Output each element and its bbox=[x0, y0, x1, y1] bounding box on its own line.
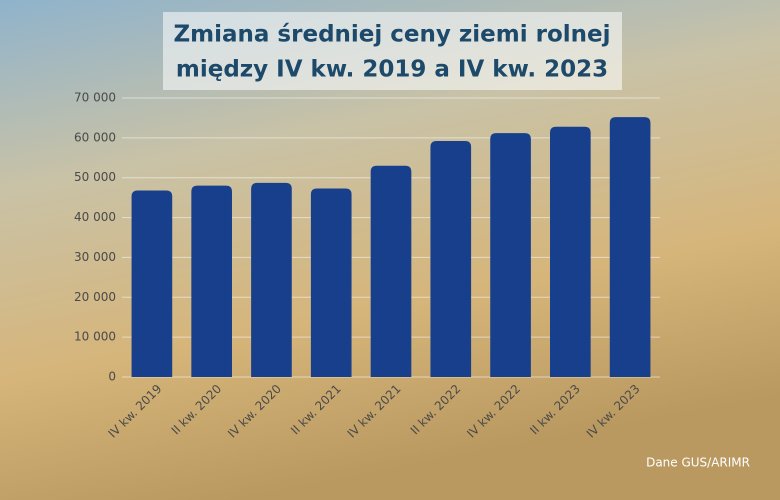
chart-title: Zmiana średniej ceny ziemi rolnej bbox=[173, 22, 610, 48]
bar bbox=[490, 133, 531, 377]
bar bbox=[609, 117, 651, 377]
y-tick-label: 0 bbox=[108, 370, 116, 384]
bar bbox=[131, 190, 173, 377]
y-tick-label: 30 000 bbox=[74, 250, 116, 264]
y-tick-label: 10 000 bbox=[74, 330, 116, 344]
bar bbox=[251, 182, 292, 377]
chart-title: między IV kw. 2019 a IV kw. 2023 bbox=[176, 57, 608, 83]
bar bbox=[191, 185, 232, 377]
bar bbox=[550, 126, 591, 377]
y-tick-label: 60 000 bbox=[74, 130, 116, 144]
bar bbox=[370, 165, 412, 377]
y-tick-label: 20 000 bbox=[74, 290, 116, 304]
y-tick-label: 40 000 bbox=[74, 210, 116, 224]
title-box bbox=[163, 12, 622, 90]
y-tick-label: 70 000 bbox=[74, 91, 116, 105]
y-tick-label: 50 000 bbox=[74, 170, 116, 184]
bar bbox=[430, 141, 472, 377]
bar bbox=[310, 188, 352, 377]
source: Dane GUS/ARIMR bbox=[646, 456, 750, 470]
